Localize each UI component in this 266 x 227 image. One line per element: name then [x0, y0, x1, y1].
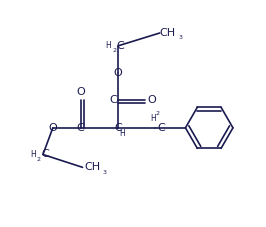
Text: C: C: [158, 123, 165, 133]
Text: C: C: [77, 123, 84, 133]
Text: 2: 2: [112, 48, 116, 53]
Text: O: O: [48, 123, 57, 133]
Text: H: H: [150, 114, 156, 123]
Text: O: O: [147, 95, 156, 105]
Text: O: O: [76, 87, 85, 97]
Text: 3: 3: [178, 35, 182, 40]
Text: C: C: [109, 95, 117, 105]
Text: H: H: [30, 150, 36, 159]
Text: O: O: [114, 67, 123, 77]
Text: 3: 3: [102, 170, 106, 175]
Text: H: H: [105, 41, 111, 50]
Text: H: H: [119, 129, 125, 138]
Text: C: C: [116, 41, 124, 51]
Text: C: C: [41, 150, 49, 160]
Text: C: C: [114, 123, 122, 133]
Text: 2: 2: [156, 111, 160, 116]
Text: CH: CH: [160, 28, 176, 38]
Text: 2: 2: [37, 157, 41, 162]
Text: CH: CH: [84, 162, 101, 172]
